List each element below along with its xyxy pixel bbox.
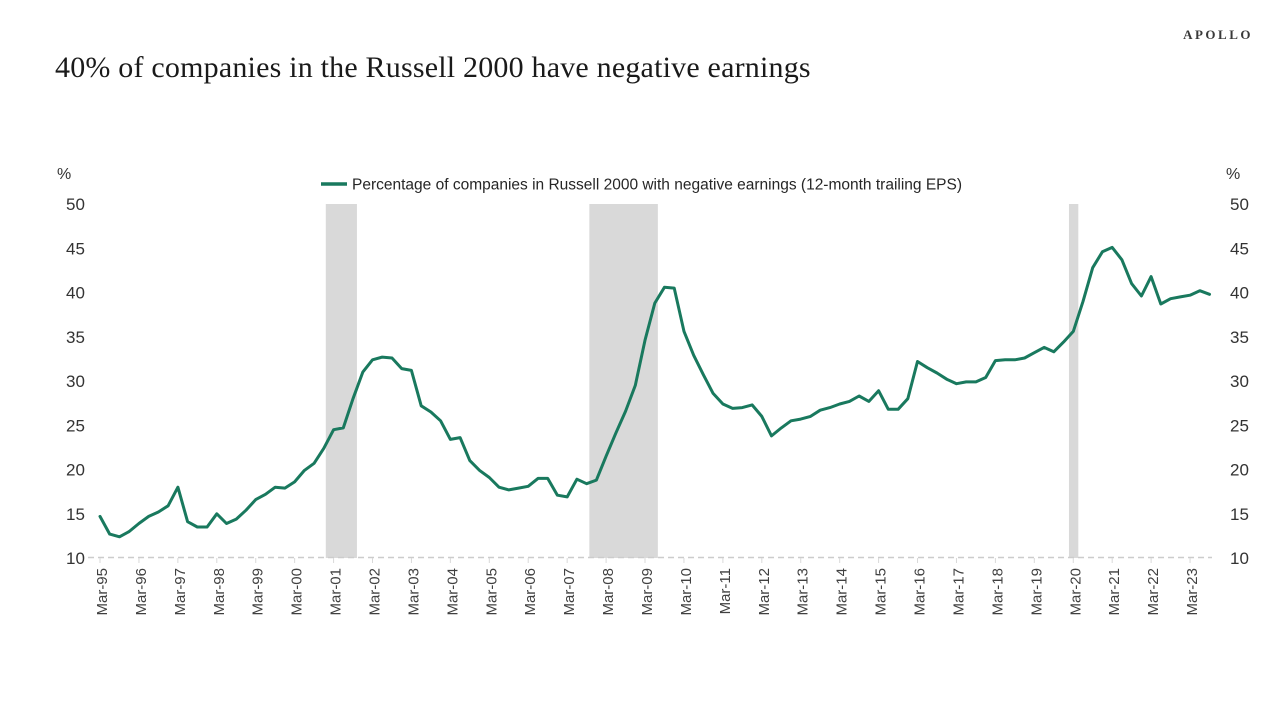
x-axis-tick-label: Mar-19 [1028,568,1045,616]
brand-logo: APOLLO [1183,27,1253,42]
x-axis-tick-label: Mar-07 [561,568,578,616]
y-axis-tick-label-left: 15 [66,505,85,524]
x-axis-tick-label: Mar-03 [405,568,422,616]
x-axis-tick-label: Mar-20 [1067,568,1084,616]
x-axis-tick-label: Mar-15 [873,568,890,616]
y-axis-tick-label-left: 40 [66,284,85,303]
x-axis-labels: Mar-95 Mar-96 Mar-97 Mar-98 Mar-99 Mar-00 Mar-… [94,568,1201,616]
y-axis-tick-label-right: 30 [1230,372,1249,391]
y-axis-tick-label-left: 10 [66,549,85,568]
y-axis-tick-label-right: 35 [1230,328,1249,347]
recession-band [1068,204,1079,558]
x-axis-tick-label: Mar-23 [1184,568,1201,616]
y-axis-tick-label-left: 50 [66,195,85,214]
x-axis [88,556,1212,563]
y-axis-tick-label-right: 50 [1230,195,1249,214]
x-axis-tick-label: Mar-17 [950,568,967,616]
x-axis-tick-label: Mar-16 [912,568,929,616]
x-axis-tick-label: Mar-04 [444,568,461,616]
recession-bands [325,204,1079,558]
y-axis-tick-label-right: 20 [1230,461,1249,480]
legend-label: Percentage of companies in Russell 2000 … [352,177,962,194]
x-axis-tick-label: Mar-18 [989,568,1006,616]
y-axis-tick-label-right: 15 [1230,505,1249,524]
y-axis-tick-label-right: 25 [1230,416,1249,435]
x-axis-tick-label: Mar-14 [834,568,851,616]
x-axis-tick-label: Mar-05 [483,568,500,616]
y-axis-tick-label-left: 20 [66,461,85,480]
x-axis-tick-label: Mar-12 [756,568,773,616]
y-axis-tick-label-left: 30 [66,372,85,391]
y-axis-tick-label-left: 25 [66,416,85,435]
x-axis-tick-label: Mar-21 [1106,568,1123,616]
x-axis-tick-label: Mar-10 [678,568,695,616]
x-axis-tick-label: Mar-95 [94,568,111,616]
x-axis-tick-label: Mar-08 [600,568,617,616]
legend: Percentage of companies in Russell 2000 … [321,177,962,194]
recession-band [589,204,658,558]
x-axis-tick-label: Mar-98 [211,568,228,616]
y-axis-labels: 50 50 45 45 40 40 35 35 30 30 25 25 20 20 15 15 10 10 [66,195,1249,568]
x-axis-tick-label: Mar-96 [133,568,150,616]
x-axis-tick-label: Mar-01 [328,568,345,616]
x-axis-tick-label: Mar-97 [172,568,189,616]
x-axis-tick-label: Mar-11 [717,568,734,614]
x-axis-tick-label: Mar-13 [795,568,812,616]
y-axis-tick-label-right: 45 [1230,239,1249,258]
series-line [98,245,1211,539]
x-axis-tick-label: Mar-06 [522,568,539,616]
y-axis-unit-left: % [57,166,71,183]
y-axis-tick-label-left: 45 [66,239,85,258]
x-axis-tick-label: Mar-00 [289,568,306,616]
x-axis-tick-label: Mar-02 [367,568,384,616]
y-axis-tick-label-right: 10 [1230,549,1249,568]
x-axis-tick-label: Mar-22 [1145,568,1162,616]
y-axis-tick-label-left: 35 [66,328,85,347]
x-axis-tick-label: Mar-09 [639,568,656,616]
page-title: 40% of companies in the Russell 2000 hav… [55,51,811,84]
y-axis-unit-right: % [1226,166,1240,183]
x-axis-tick-label: Mar-99 [250,568,267,616]
recession-band [325,204,357,558]
series-line-group [98,245,1211,539]
y-axis-tick-label-right: 40 [1230,284,1249,303]
